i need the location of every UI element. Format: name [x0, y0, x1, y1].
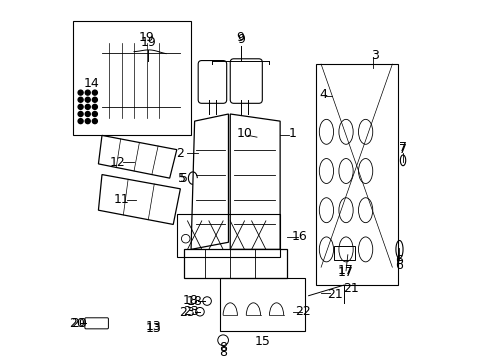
Text: 10: 10: [236, 127, 252, 140]
Circle shape: [78, 97, 83, 102]
Circle shape: [78, 119, 83, 123]
Text: 15: 15: [254, 335, 270, 348]
Text: 8: 8: [219, 346, 226, 359]
Text: 17: 17: [337, 266, 353, 279]
Text: 12: 12: [110, 156, 125, 168]
Circle shape: [85, 112, 90, 117]
Text: 19: 19: [139, 31, 154, 44]
Text: 6: 6: [395, 253, 403, 266]
Text: 23: 23: [183, 305, 199, 318]
Text: 1: 1: [288, 127, 296, 140]
Bar: [73, 21, 191, 135]
Text: 9: 9: [237, 33, 244, 46]
Circle shape: [85, 90, 90, 95]
Circle shape: [92, 119, 97, 123]
Text: 7: 7: [398, 141, 406, 154]
Text: 16: 16: [291, 230, 307, 243]
Text: 7: 7: [398, 143, 406, 156]
Text: 14: 14: [83, 77, 99, 90]
Circle shape: [78, 112, 83, 117]
Bar: [315, 64, 397, 285]
Text: 8: 8: [219, 341, 226, 354]
Text: 23: 23: [179, 306, 195, 319]
Text: 13: 13: [145, 320, 161, 333]
Circle shape: [85, 119, 90, 123]
Circle shape: [92, 112, 97, 117]
Text: 21: 21: [327, 288, 343, 301]
Circle shape: [92, 104, 97, 109]
Text: 21: 21: [343, 282, 359, 295]
Circle shape: [92, 90, 97, 95]
Bar: [333, 246, 354, 260]
Circle shape: [85, 97, 90, 102]
Text: 18: 18: [186, 294, 202, 307]
Circle shape: [85, 104, 90, 109]
Circle shape: [92, 97, 97, 102]
Text: 20: 20: [71, 317, 86, 330]
Text: 19: 19: [140, 36, 156, 49]
Text: 17: 17: [337, 264, 353, 277]
Circle shape: [78, 90, 83, 95]
Text: 11: 11: [114, 193, 129, 206]
Text: 18: 18: [183, 294, 199, 307]
Circle shape: [78, 104, 83, 109]
Text: 6: 6: [395, 259, 403, 272]
Text: 9: 9: [236, 31, 244, 44]
Text: 13: 13: [145, 322, 161, 335]
Text: 22: 22: [295, 305, 310, 318]
Text: 5: 5: [178, 172, 186, 185]
Bar: [219, 278, 305, 331]
Bar: [177, 214, 280, 257]
Text: 4: 4: [318, 88, 326, 101]
Text: 3: 3: [370, 49, 378, 62]
Text: 2: 2: [176, 147, 184, 160]
Text: 20: 20: [69, 317, 85, 330]
Text: 5: 5: [180, 172, 187, 185]
